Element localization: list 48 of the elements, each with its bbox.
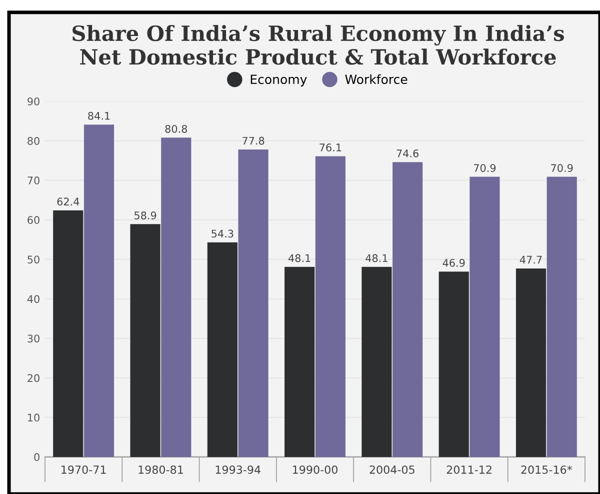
- bar: [284, 266, 315, 457]
- data-label: 54.3: [212, 230, 234, 238]
- x-tick-label: 1970-71: [62, 465, 106, 474]
- bar: [84, 124, 114, 457]
- y-tick-label: 70: [28, 176, 40, 184]
- y-tick-label: 30: [28, 334, 40, 342]
- y-tick-label: 50: [28, 256, 40, 264]
- y-tick-label: 40: [27, 295, 40, 303]
- bar: [438, 272, 469, 457]
- legend-label: Economy: [250, 74, 307, 86]
- y-tick-label: 20: [28, 374, 40, 382]
- bar: [546, 176, 577, 457]
- y-tick-label: 80: [28, 137, 40, 145]
- data-label: 84.1: [88, 112, 110, 120]
- bar: [130, 224, 160, 457]
- data-label: 74.6: [396, 149, 419, 158]
- bar: [470, 176, 500, 457]
- x-tick-label: 2004-05: [370, 465, 414, 474]
- data-label: 47.7: [520, 256, 542, 264]
- data-label: 48.1: [288, 254, 310, 262]
- bar: [161, 138, 192, 457]
- x-tick-label: 1993-94: [216, 465, 260, 474]
- x-tick-label: 2015-16*: [521, 465, 572, 474]
- data-label: 76.1: [320, 144, 342, 152]
- data-label: 77.8: [242, 136, 264, 145]
- x-tick-label: 1990-00: [293, 465, 338, 474]
- data-label: 48.1: [366, 254, 388, 262]
- bar: [392, 162, 423, 457]
- x-tick-label: 2011-12: [446, 465, 492, 474]
- y-tick-label: 0: [34, 453, 40, 462]
- data-label: 70.9: [474, 164, 496, 172]
- data-label: 62.4: [57, 198, 80, 206]
- bar: [207, 242, 238, 457]
- y-tick-label: 90: [28, 97, 40, 106]
- bar: [53, 210, 84, 457]
- y-tick-label: 60: [28, 216, 40, 224]
- data-label: 70.9: [551, 164, 573, 172]
- bar: [315, 156, 346, 457]
- data-label: 80.8: [165, 124, 188, 133]
- legend-label: Workforce: [345, 74, 408, 84]
- chart-title: Share Of India’s Rural Economy In India’s Net Domestic Product & Total Workforce: [72, 25, 564, 65]
- data-label: 58.9: [134, 212, 156, 220]
- bar: [238, 149, 268, 457]
- data-label: 46.9: [442, 258, 465, 267]
- bar: [362, 266, 392, 457]
- y-tick-label: 10: [28, 414, 40, 422]
- bar: [516, 268, 546, 457]
- x-tick-label: 1980-81: [138, 465, 183, 474]
